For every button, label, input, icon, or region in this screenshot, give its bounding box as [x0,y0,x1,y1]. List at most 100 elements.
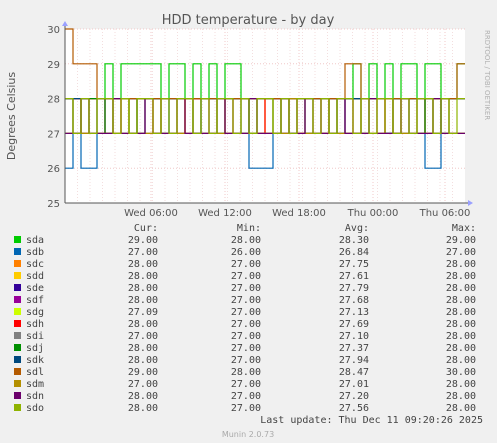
legend-avg-sdf: 27.68 [339,295,369,306]
legend-cur-sdn: 28.00 [128,391,158,402]
legend-cur-sde: 28.00 [128,283,158,294]
legend-avg-sdl: 28.47 [339,367,369,378]
legend-max-sdj: 28.00 [446,343,476,354]
legend-swatch-sdc [14,260,21,267]
legend-swatch-sdk [14,356,21,363]
legend-cur-sda: 29.00 [128,235,158,246]
legend-cur-sdk: 28.00 [128,355,158,366]
legend-min-sdm: 27.00 [231,379,261,390]
legend-swatch-sdd [14,272,21,279]
rrdtool-watermark: RRDTOOL / TOBI OETIKER [483,30,491,120]
last-update: Last update: Thu Dec 11 09:20:26 2025 [260,415,483,426]
legend-cur-sdm: 27.00 [128,379,158,390]
legend-header-cur: Cur: [134,223,158,234]
legend-header-avg: Avg: [345,223,369,234]
x-axis-arrow [468,200,473,206]
legend-max-sdg: 28.00 [446,307,476,318]
legend: Cur: Min: Avg: Max:sda 29.00 28.00 28.30 29.00s… [14,223,476,414]
legend-min-sda: 28.00 [231,235,261,246]
x-tick-label: Wed 06:00 [124,208,178,219]
y-tick-label: 28 [47,95,60,106]
legend-swatch-sdn [14,392,21,399]
legend-max-sdm: 28.00 [446,379,476,390]
legend-name-sdo: sdo [26,403,44,414]
legend-max-sdb: 27.00 [446,247,476,258]
legend-swatch-sda [14,236,21,243]
x-ticks: Wed 06:00 Wed 12:00 Wed 18:00 Thu 00:00 Thu … [124,208,470,219]
legend-min-sdg: 27.00 [231,307,261,318]
legend-name-sda: sda [26,235,44,246]
legend-avg-sdb: 26.84 [339,247,369,258]
legend-name-sde: sde [26,283,44,294]
legend-avg-sdc: 27.75 [339,259,369,270]
legend-swatch-sdh [14,320,21,327]
legend-cur-sdi: 27.00 [128,331,158,342]
x-tick-label: Thu 00:00 [347,208,399,219]
chart-title: HDD temperature - by day [162,13,335,28]
legend-name-sdj: sdj [26,343,44,354]
legend-header-min: Min: [237,223,261,234]
legend-swatch-sdb [14,248,21,255]
legend-avg-sdi: 27.10 [339,331,369,342]
legend-swatch-sdg [14,308,21,315]
legend-max-sde: 28.00 [446,283,476,294]
legend-name-sdh: sdh [26,319,44,330]
legend-max-sdo: 28.00 [446,403,476,414]
legend-avg-sdj: 27.37 [339,343,369,354]
legend-cur-sdo: 28.00 [128,403,158,414]
legend-avg-sdd: 27.61 [339,271,369,282]
legend-name-sdn: sdn [26,391,44,402]
y-tick-label: 27 [47,129,60,140]
legend-min-sdd: 27.00 [231,271,261,282]
legend-min-sdh: 27.00 [231,319,261,330]
series-line-sdo [65,98,465,134]
legend-cur-sdg: 27.09 [128,307,158,318]
x-tick-label: Wed 12:00 [198,208,252,219]
legend-cur-sdj: 28.00 [128,343,158,354]
axes [62,21,473,206]
legend-name-sdf: sdf [26,295,44,306]
legend-max-sdh: 28.00 [446,319,476,330]
legend-avg-sdo: 27.56 [339,403,369,414]
series-lines [65,28,465,169]
legend-name-sdk: sdk [26,355,44,366]
y-tick-label: 30 [47,25,60,36]
legend-name-sdd: sdd [26,271,44,282]
legend-min-sdc: 27.00 [231,259,261,270]
legend-max-sdi: 28.00 [446,331,476,342]
legend-header-max: Max: [452,223,476,234]
legend-cur-sdf: 28.00 [128,295,158,306]
legend-min-sdk: 27.00 [231,355,261,366]
y-axis-label: Degrees Celsius [5,72,18,161]
legend-avg-sde: 27.79 [339,283,369,294]
legend-name-sdl: sdl [26,367,44,378]
legend-max-sdk: 28.00 [446,355,476,366]
legend-swatch-sdi [14,332,21,339]
legend-max-sdl: 30.00 [446,367,476,378]
y-tick-label: 29 [47,60,60,71]
legend-avg-sdn: 27.20 [339,391,369,402]
legend-swatch-sdf [14,296,21,303]
legend-swatch-sdm [14,380,21,387]
x-tick-label: Wed 18:00 [272,208,326,219]
legend-name-sdi: sdi [26,331,44,342]
legend-max-sda: 29.00 [446,235,476,246]
legend-name-sdb: sdb [26,247,44,258]
legend-max-sdd: 28.00 [446,271,476,282]
legend-max-sdc: 28.00 [446,259,476,270]
legend-min-sdn: 27.00 [231,391,261,402]
y-tick-label: 25 [47,199,60,210]
legend-avg-sdm: 27.01 [339,379,369,390]
legend-swatch-sdj [14,344,21,351]
legend-cur-sdh: 28.00 [128,319,158,330]
legend-cur-sdd: 28.00 [128,271,158,282]
y-axis-arrow [62,21,68,26]
legend-swatch-sde [14,284,21,291]
legend-min-sdf: 27.00 [231,295,261,306]
legend-avg-sdg: 27.13 [339,307,369,318]
legend-min-sdl: 28.00 [231,367,261,378]
legend-min-sdb: 26.00 [231,247,261,258]
legend-cur-sdc: 28.00 [128,259,158,270]
legend-min-sdi: 27.00 [231,331,261,342]
